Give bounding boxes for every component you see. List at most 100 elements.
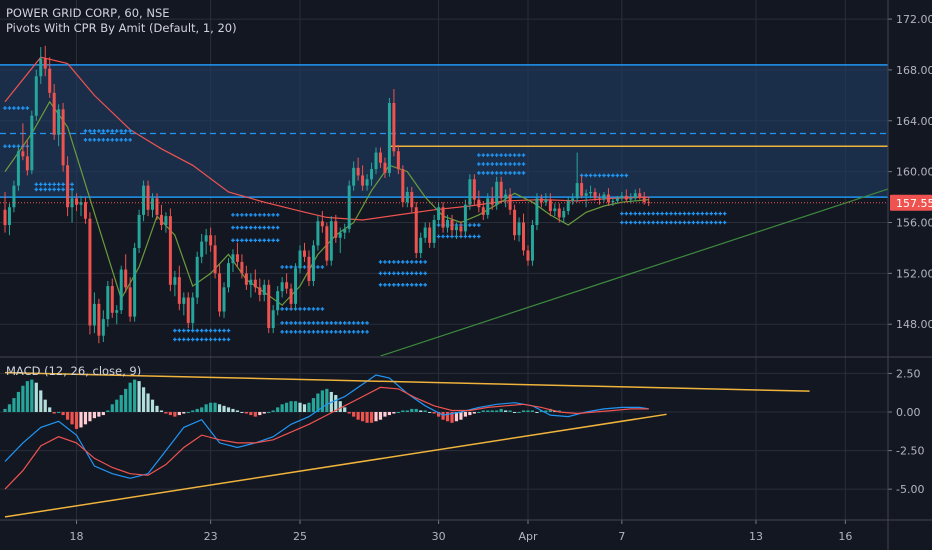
macd-histogram-bar <box>396 412 400 413</box>
macd-histogram-bar <box>468 412 472 416</box>
time-axis[interactable]: 18 23 25 30 Apr 7 13 16 <box>70 520 853 543</box>
pivot-cross-marker <box>21 106 25 110</box>
pivot-cross-marker <box>704 211 709 216</box>
pivot-cross-marker <box>333 321 338 325</box>
pivot-cross-marker <box>383 283 387 287</box>
pivot-zone <box>0 64 888 198</box>
pivot-cross-marker <box>700 211 705 216</box>
pivot-cross-marker <box>620 211 624 216</box>
pivot-cross-marker <box>503 162 508 166</box>
macd-histogram-bar <box>539 410 543 412</box>
pivot-cross-marker <box>673 211 678 216</box>
pivot-cross-marker <box>226 328 231 333</box>
pivot-cross-marker <box>3 144 7 149</box>
pivot-cross-marker <box>302 265 307 269</box>
pivot-cross-marker <box>468 223 472 227</box>
pivot-cross-marker <box>329 330 334 334</box>
macd-histogram-bar <box>298 402 302 412</box>
macd-histogram-bar <box>521 410 526 412</box>
pivot-cross-marker <box>700 220 705 225</box>
macd-histogram-bar <box>307 402 311 412</box>
candle-body <box>231 254 235 264</box>
candle-body <box>598 198 602 200</box>
macd-histogram-bar <box>173 412 177 417</box>
pivot-cross-marker <box>637 211 642 216</box>
pivot-cross-marker <box>240 213 244 217</box>
candle-body <box>83 202 87 219</box>
pivot-cross-marker <box>660 220 664 225</box>
candle-body <box>204 235 208 242</box>
macd-histogram-bar <box>57 412 61 413</box>
macd-axis[interactable]: 2.50 0.00 -2.50 -5.00 <box>888 367 924 496</box>
macd-histogram-bar <box>235 410 240 412</box>
pivot-cross-marker <box>333 330 338 334</box>
pivot-cross-marker <box>383 271 387 276</box>
pivot-cross-marker <box>275 213 280 217</box>
pivot-cross-marker <box>226 337 231 342</box>
macd-histogram-bar <box>226 407 231 412</box>
candle-body <box>347 185 351 229</box>
pivot-cross-marker <box>253 213 258 217</box>
pivot-cross-marker <box>289 321 293 325</box>
macd-axis-label: -2.50 <box>896 445 924 458</box>
pivot-cross-marker <box>271 225 275 230</box>
candle-body <box>410 191 414 208</box>
macd-pane[interactable] <box>3 371 810 518</box>
macd-histogram-bar <box>352 412 356 417</box>
macd-histogram-bar <box>530 410 535 412</box>
pivot-cross-marker <box>320 265 325 269</box>
pivot-cross-marker <box>208 328 213 333</box>
pivot-cross-marker <box>409 283 414 287</box>
macd-histogram-bar <box>150 399 155 412</box>
candle-body <box>124 269 128 288</box>
macd-upper-trendline <box>4 371 810 392</box>
pivot-cross-marker <box>262 225 267 230</box>
candle-body <box>289 288 293 304</box>
pivot-cross-marker <box>593 173 597 178</box>
price-axis-label: 152.00 <box>896 267 932 280</box>
candle-body <box>146 185 150 210</box>
candle-body <box>307 256 311 281</box>
pivot-cross-marker <box>472 223 477 227</box>
macd-histogram-bar <box>200 407 204 412</box>
candle-body <box>508 194 512 210</box>
pivot-cross-marker <box>512 171 517 175</box>
macd-histogram-bar <box>97 412 101 417</box>
pivot-cross-marker <box>651 220 655 225</box>
pivot-cross-marker <box>660 211 664 216</box>
pivot-cross-marker <box>190 337 195 342</box>
pivot-cross-marker <box>253 238 258 243</box>
candle-body <box>173 277 177 285</box>
macd-histogram-bar <box>7 404 12 412</box>
pivot-cross-marker <box>177 328 182 333</box>
candle-body <box>137 214 141 248</box>
macd-histogram-bar <box>504 410 508 412</box>
macd-histogram-bar <box>459 412 463 420</box>
candle-body <box>151 198 155 210</box>
pivot-cross-marker <box>347 330 351 334</box>
pivot-cross-marker <box>378 271 383 276</box>
macd-histogram-bar <box>141 387 146 412</box>
pivot-cross-marker <box>351 330 356 334</box>
pivot-cross-marker <box>499 153 503 157</box>
pivot-cross-marker <box>12 144 16 149</box>
candle-body <box>155 198 159 215</box>
pivot-cross-marker <box>316 321 320 325</box>
macd-histogram-bar <box>213 402 217 412</box>
macd-signal-line <box>4 386 649 490</box>
macd-histogram-bar <box>146 393 150 412</box>
pivot-cross-marker <box>481 171 486 175</box>
macd-histogram-bar <box>378 412 383 420</box>
pivot-cross-marker <box>204 337 208 342</box>
pivot-cross-marker <box>401 283 405 287</box>
pivot-cross-marker <box>633 220 638 225</box>
price-pane[interactable] <box>0 45 932 356</box>
candle-body <box>186 297 190 323</box>
macd-histogram-bar <box>428 412 432 413</box>
pivot-cross-marker <box>463 234 468 239</box>
candle-body <box>463 204 467 232</box>
price-axis[interactable]: 172.00 168.00 164.00 160.00 156.00 152.00 148.… <box>888 13 932 331</box>
macd-histogram-bar <box>34 382 38 412</box>
macd-axis-label: 2.50 <box>896 367 921 380</box>
